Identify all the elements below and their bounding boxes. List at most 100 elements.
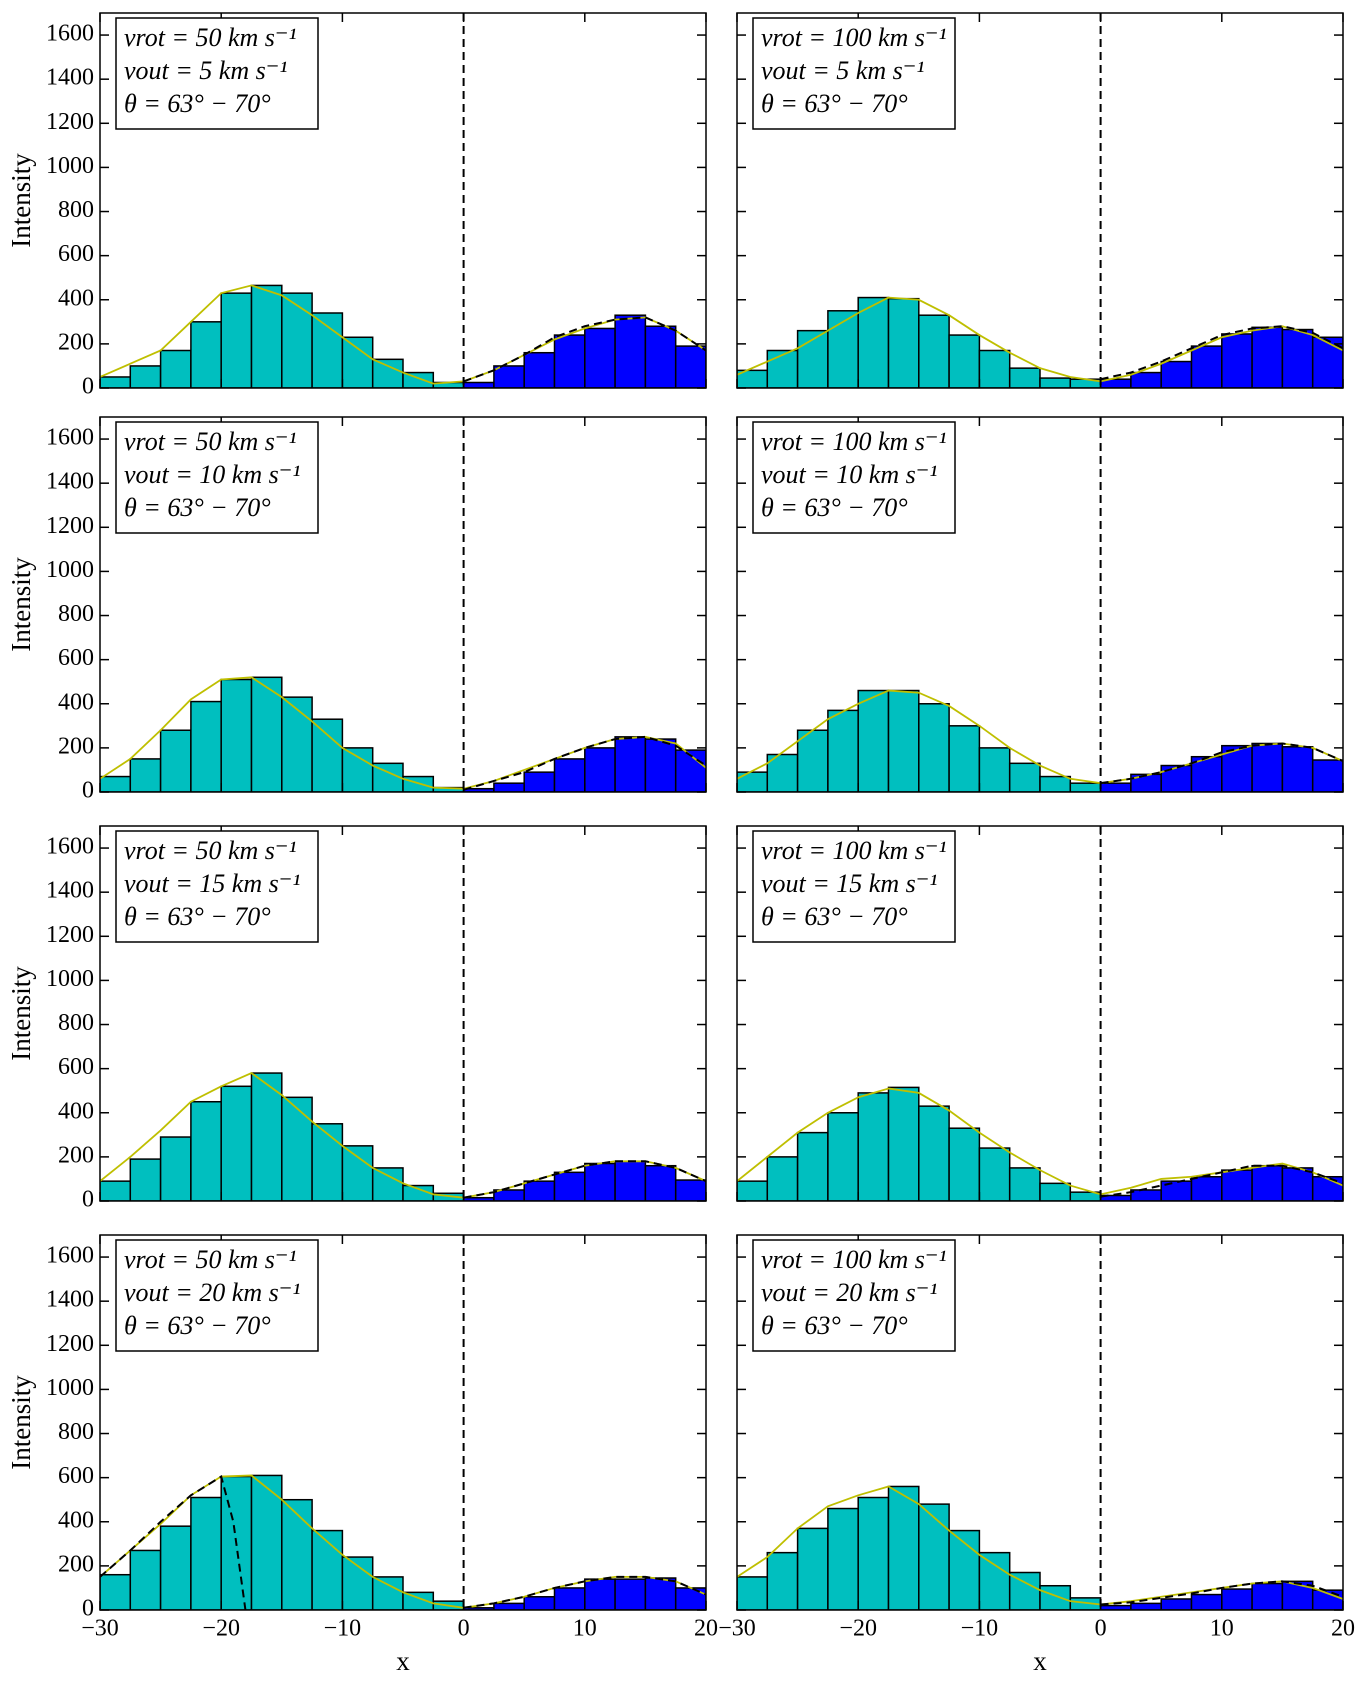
histogram-bar [737,771,769,792]
y-axis-label: Intensity [6,153,36,248]
panel: −30 −20 −10 0 10 20 x vrot = 100 km s⁻¹ vout = 2… [718,1234,1355,1676]
histogram-bar [766,1551,799,1610]
annotation: θ = 63° − 70° [761,89,908,118]
histogram-bar [584,1162,616,1201]
x-tick-label: −30 [718,1616,756,1642]
annotation: vout = 5 km s⁻¹ [761,56,924,85]
histogram-bar [250,1474,283,1610]
annotation: vout = 20 km s⁻¹ [124,1278,300,1307]
annotation: vrot = 100 km s⁻¹ [761,427,947,456]
annotation: vout = 10 km s⁻¹ [761,460,937,489]
histogram-bar [100,376,132,388]
histogram-bar [129,1549,162,1610]
histogram-bar [553,1171,586,1201]
annotation: vrot = 100 km s⁻¹ [761,23,947,52]
annotation: vrot = 50 km s⁻¹ [124,427,297,456]
histogram-bar [129,758,162,792]
y-tick-label: 400 [58,689,94,715]
panel: 0 200 400 600 800 1000 1200 1400 1600 Intensity vr… [6,825,707,1213]
histogram-bar [311,718,344,792]
y-tick-label: 800 [58,1010,94,1036]
histogram-bar [584,327,616,388]
histogram-bar [129,1158,162,1201]
histogram-bar [737,1576,769,1610]
y-tick-label: 200 [58,1551,94,1577]
histogram-bar [1008,1167,1041,1201]
y-tick-label: 1000 [46,153,94,179]
y-tick-label: 600 [58,645,94,671]
histogram-bar [887,297,920,388]
histogram-bar [523,351,556,388]
histogram-bar [614,1160,647,1201]
histogram-bar [614,736,647,792]
annotation: θ = 63° − 70° [124,89,271,118]
axes-frame [99,1234,707,1611]
y-axis-label: Intensity [6,1375,36,1470]
histogram-bar [1008,762,1041,792]
histogram-bar [1160,1598,1193,1610]
annotation: vrot = 50 km s⁻¹ [124,23,297,52]
histogram-bar [948,725,981,792]
y-tick-label: 1200 [46,922,94,948]
histogram-bar [674,1179,706,1201]
histogram-bar [978,747,1011,792]
plot-area [737,1235,1343,1610]
y-tick-label: 600 [58,1054,94,1080]
histogram-bar [644,1577,677,1610]
y-tick-label: 400 [58,285,94,311]
histogram-bar [1251,742,1284,792]
histogram-bar [250,676,283,792]
histogram-bar [948,1127,981,1201]
histogram-bar [1221,333,1253,388]
histogram-bar [311,1123,344,1201]
x-tick-label: 0 [458,1616,470,1642]
y-tick-label: 1600 [46,1243,94,1269]
annotation-box [752,17,956,130]
histogram-bar [978,1147,1011,1201]
axes-frame [736,1234,1344,1611]
model-line [1100,1580,1343,1606]
histogram-bar [100,1573,132,1610]
histogram-bar [1039,1182,1072,1201]
panel: −30 −20 −10 0 10 2002004006008001000120014001… [6,1234,718,1676]
histogram-bar [737,1180,769,1201]
plot-area [737,826,1343,1201]
axes-frame [736,12,1344,389]
histogram-bar [553,334,586,388]
histogram-bar [220,678,253,792]
x-tick-label: −20 [202,1616,240,1642]
histogram-bar [796,1527,829,1610]
annotation: vout = 10 km s⁻¹ [124,460,300,489]
histogram-bar [1130,1189,1162,1201]
histogram-bar [1311,759,1343,792]
histogram-bar [918,314,950,388]
y-tick-label: 0 [82,374,94,400]
y-tick-label: 1200 [46,513,94,539]
histogram-bar [281,1498,313,1610]
histogram-bar [371,358,404,388]
y-tick-label: 1400 [46,878,94,904]
histogram-bar [978,349,1011,388]
annotation-box [752,421,956,534]
histogram-bar [523,1596,556,1610]
histogram-bar [281,292,313,388]
histogram-bar [493,782,525,792]
model-line [100,1474,247,1610]
model-line [1100,325,1343,381]
y-tick-label: 1000 [46,966,94,992]
panel: 0 200 400 600 800 1000 1200 1400 1600 Intensity vr… [6,416,707,804]
annotation-box [115,830,319,943]
x-tick-label: 20 [694,1616,718,1642]
histogram-bar [493,365,525,388]
x-tick-label: 10 [573,1616,597,1642]
histogram-bar [857,296,890,388]
model-line [463,1575,706,1609]
y-tick-label: 200 [58,329,94,355]
histogram-bar [644,325,677,388]
y-tick-label: 800 [58,1419,94,1445]
histogram-bar [129,365,162,388]
histogram-bar [796,1131,829,1201]
y-tick-label: 800 [58,601,94,627]
histogram-bar [100,1180,132,1201]
